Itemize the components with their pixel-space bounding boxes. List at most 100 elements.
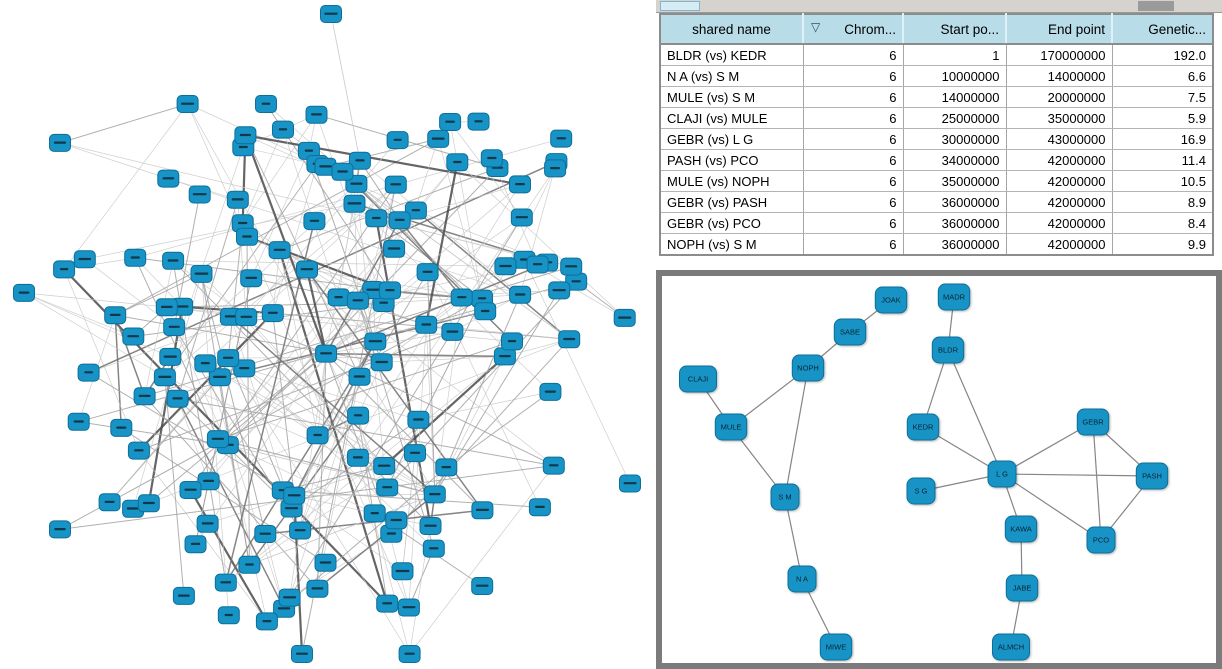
table-cell[interactable]: MULE (vs) NOPH [660, 170, 803, 192]
overview-node[interactable] [346, 291, 369, 310]
overview-edge[interactable] [88, 316, 247, 373]
overview-node[interactable] [217, 606, 240, 625]
table-cell[interactable]: 10000000 [902, 65, 1006, 87]
overview-edge[interactable] [316, 353, 327, 589]
overview-node[interactable] [13, 283, 35, 302]
overview-node[interactable] [255, 612, 278, 631]
overview-edge[interactable] [147, 306, 184, 504]
overview-edge[interactable] [305, 269, 328, 354]
network-node-KAWA[interactable]: KAWA [1004, 515, 1038, 543]
table-row[interactable]: GEBR (vs) PASH 6 36000000 42000000 8.9 [660, 191, 1213, 213]
overview-edge[interactable] [449, 121, 523, 218]
column-header-start-po---[interactable]: Start po... [902, 14, 1006, 45]
table-cell[interactable]: 20000000 [1005, 86, 1112, 108]
overview-edge[interactable] [386, 298, 483, 488]
detail-edge-SM-NA[interactable] [784, 496, 803, 580]
scrollbar-fragment[interactable] [1138, 1, 1174, 11]
overview-edge[interactable] [227, 445, 268, 622]
overview-edge[interactable] [164, 377, 185, 596]
overview-edge[interactable] [519, 162, 557, 295]
overview-node[interactable] [67, 412, 90, 431]
overview-edge[interactable] [187, 103, 410, 608]
overview-node[interactable] [179, 481, 202, 499]
overview-edge[interactable] [138, 312, 274, 452]
overview-edge[interactable] [64, 257, 136, 270]
table-cell[interactable]: 7.5 [1111, 86, 1213, 108]
overview-edge[interactable] [201, 273, 266, 535]
overview-edge[interactable] [325, 271, 428, 354]
table-row[interactable]: BLDR (vs) KEDR 6 1 170000000 192.0 [660, 44, 1213, 66]
overview-node[interactable] [385, 511, 408, 530]
table-cell[interactable]: 6 [802, 44, 903, 66]
overview-edge[interactable] [282, 489, 540, 508]
overview-node[interactable] [404, 444, 426, 463]
overview-node[interactable] [471, 501, 494, 520]
overview-node[interactable] [196, 514, 219, 533]
overview-node[interactable] [268, 241, 291, 260]
overview-node[interactable] [407, 410, 430, 429]
overview-node[interactable] [163, 318, 186, 337]
overview-node[interactable] [494, 257, 517, 276]
overview-edge[interactable] [114, 314, 146, 397]
detail-network-canvas[interactable]: JOAK MADR SABE BLDR NOPH CLAJI MULE KEDR GEBR L G… [662, 276, 1214, 663]
overview-node[interactable] [348, 151, 371, 170]
table-row[interactable]: NOPH (vs) S M 6 36000000 42000000 9.9 [660, 233, 1213, 256]
network-node-NOPH[interactable]: NOPH [791, 354, 825, 382]
overview-node[interactable] [560, 257, 583, 276]
overview-edge[interactable] [293, 495, 304, 655]
table-cell[interactable]: 42000000 [1005, 149, 1112, 171]
network-node-CLAJI[interactable]: CLAJI [679, 365, 717, 393]
overview-node[interactable] [238, 555, 261, 574]
network-node-MIWE[interactable]: MIWE [819, 633, 853, 661]
overview-node[interactable] [423, 485, 446, 504]
overview-node[interactable] [233, 359, 256, 378]
table-cell[interactable]: 6 [802, 191, 903, 213]
overview-node[interactable] [613, 308, 636, 327]
table-cell[interactable]: GEBR (vs) PASH [660, 191, 803, 213]
overview-node[interactable] [509, 175, 531, 194]
overview-edge[interactable] [189, 489, 268, 622]
column-header-shared-name[interactable]: shared name [660, 14, 803, 45]
table-cell[interactable]: 36000000 [902, 233, 1006, 256]
overview-node[interactable] [289, 521, 312, 540]
overview-node[interactable] [493, 347, 516, 366]
overview-node[interactable] [235, 308, 258, 327]
overview-edge[interactable] [427, 271, 541, 508]
overview-node[interactable] [331, 162, 354, 181]
overview-node[interactable] [467, 112, 490, 131]
overview-node[interactable] [77, 363, 100, 382]
overview-edge[interactable] [381, 266, 506, 363]
network-node-PCO[interactable]: PCO [1086, 526, 1116, 554]
overview-edge[interactable] [173, 260, 506, 267]
overview-node[interactable] [184, 535, 207, 554]
overview-edge[interactable] [170, 183, 357, 358]
overview-node[interactable] [306, 426, 329, 445]
overview-node[interactable] [124, 248, 147, 267]
table-cell[interactable]: 11.4 [1111, 149, 1213, 171]
overview-node[interactable] [155, 298, 178, 317]
overview-edge[interactable] [524, 259, 631, 484]
table-row[interactable]: GEBR (vs) L G 6 30000000 43000000 16.9 [660, 128, 1213, 150]
table-cell[interactable]: N A (vs) S M [660, 65, 803, 87]
table-cell[interactable]: 8.4 [1111, 212, 1213, 234]
overview-edge[interactable] [164, 147, 244, 378]
overview-edge[interactable] [173, 326, 229, 446]
overview-node[interactable] [291, 645, 313, 663]
overview-node[interactable] [416, 263, 439, 282]
overview-node[interactable] [384, 175, 407, 194]
overview-node[interactable] [415, 315, 438, 334]
overview-edge[interactable] [354, 203, 359, 301]
overview-edge[interactable] [109, 312, 274, 503]
overview-edge[interactable] [144, 260, 174, 397]
table-cell[interactable]: 6 [802, 149, 903, 171]
table-cell[interactable]: PASH (vs) PCO [660, 149, 803, 171]
overview-node[interactable] [550, 129, 573, 148]
table-cell[interactable]: 10.5 [1111, 170, 1213, 192]
network-node-KEDR[interactable]: KEDR [906, 413, 940, 441]
table-row[interactable]: MULE (vs) S M 6 14000000 20000000 7.5 [660, 86, 1213, 108]
overview-network-canvas[interactable] [0, 0, 655, 669]
overview-node[interactable] [427, 129, 450, 148]
overview-edge[interactable] [356, 183, 570, 340]
overview-edge[interactable] [415, 209, 570, 340]
overview-edge[interactable] [402, 453, 416, 572]
